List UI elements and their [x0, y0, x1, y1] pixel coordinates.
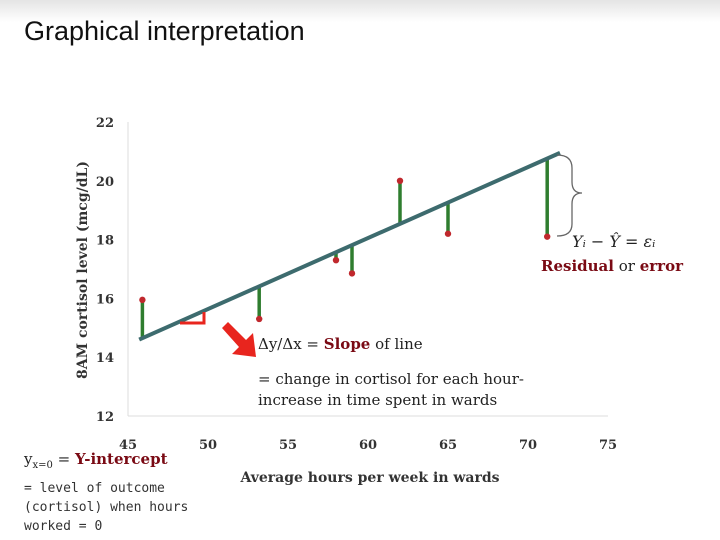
intercept-word: Y-intercept: [75, 450, 168, 468]
slope-description: = change in cortisol for each hour- incr…: [258, 369, 524, 411]
y-axis-label: 8AM cortisol level (mcg/dL): [75, 161, 91, 379]
y-tick-label: 12: [96, 410, 114, 425]
data-point: [139, 296, 146, 304]
x-tick-label: 60: [359, 438, 377, 453]
slide-title: Graphical interpretation: [24, 16, 305, 46]
slope-word: Slope: [323, 335, 371, 353]
y-tick-label: 14: [96, 351, 114, 366]
data-point: [544, 233, 551, 240]
slope-desc-line-2: increase in time spent in wards: [258, 391, 498, 409]
top-shade: [0, 0, 720, 22]
x-tick-label: 75: [599, 438, 617, 453]
data-point: [332, 256, 340, 264]
y-tick-label: 16: [96, 292, 114, 307]
slope-label: Δy/Δx = Slope of line: [258, 335, 423, 353]
intercept-subscript: x=0: [32, 460, 53, 471]
slope-prefix: Δy/Δx =: [258, 335, 319, 353]
residual-formula: Yᵢ − Ŷ = εᵢ: [572, 232, 656, 251]
intercept-equals: =: [57, 450, 71, 468]
intercept-desc-line-3: worked = 0: [24, 519, 103, 534]
x-tick-label: 55: [279, 438, 297, 453]
y-tick-label: 20: [96, 175, 114, 190]
y-tick-label: 22: [96, 116, 114, 131]
data-point: [256, 315, 263, 323]
regression-line: [138, 151, 561, 342]
data-point: [396, 177, 404, 184]
y-tick-label: 18: [96, 234, 114, 249]
slope-desc-line-1: = change in cortisol for each hour-: [258, 370, 524, 388]
intercept-desc-line-2: (cortisol) when hours: [24, 500, 189, 515]
x-tick-label: 50: [199, 438, 217, 453]
x-tick-label: 45: [119, 438, 137, 453]
residual-word: Residual: [541, 257, 614, 275]
x-tick-label: 70: [519, 438, 537, 453]
residual-brace: [556, 154, 583, 237]
slope-arrow: [222, 322, 256, 357]
slope-triangle: [180, 312, 206, 325]
or-word: or: [618, 257, 635, 275]
x-axis-label: Average hours per week in wards: [239, 470, 499, 486]
error-word: error: [639, 257, 683, 275]
residual-caption: Residual or error: [541, 257, 683, 275]
intercept-label: yx=0 = Y-intercept: [24, 450, 168, 471]
data-point: [348, 270, 356, 277]
intercept-y: y: [24, 450, 33, 468]
intercept-desc-line-1: = level of outcome: [24, 481, 165, 496]
data-point: [444, 230, 452, 237]
slope-suffix: of line: [375, 335, 423, 353]
intercept-description: = level of outcome (cortisol) when hours…: [24, 479, 188, 536]
x-tick-label: 65: [439, 438, 457, 453]
